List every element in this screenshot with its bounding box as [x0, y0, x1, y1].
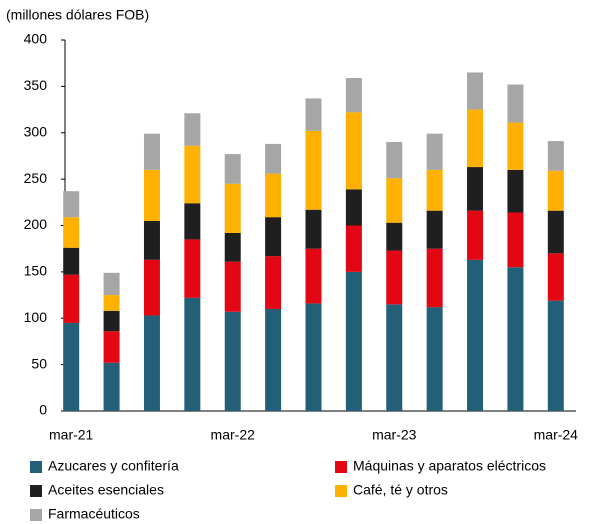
bar-segment — [143, 133, 160, 170]
y-tick-label: 350 — [24, 77, 48, 93]
bar-segment — [305, 98, 322, 131]
bar-segment — [143, 315, 160, 411]
bar-segment — [63, 191, 80, 218]
bar-segment — [143, 259, 160, 316]
bar-segment — [63, 217, 80, 248]
bar-segment — [345, 225, 362, 272]
bar-segment — [143, 169, 160, 221]
bar-segment — [507, 122, 524, 170]
bar-segment — [103, 310, 120, 332]
bar-segment — [184, 239, 201, 298]
bar-segment — [224, 154, 241, 184]
y-tick-label: 250 — [24, 170, 48, 186]
bar-segment — [224, 183, 241, 233]
bar-segment — [305, 303, 322, 411]
bar-segment — [143, 220, 160, 260]
bar-segment — [184, 297, 201, 411]
y-tick-label: 100 — [24, 309, 48, 325]
bar-segment — [305, 248, 322, 304]
legend-label: Azucares y confitería — [48, 458, 179, 474]
bar-segment — [507, 84, 524, 123]
bar-segment — [386, 178, 403, 223]
bar-segment — [426, 133, 443, 170]
bar-segment — [265, 217, 282, 257]
y-tick-label: 150 — [24, 263, 48, 279]
bar-segment — [265, 308, 282, 411]
bar-segment — [63, 247, 80, 275]
y-tick-label: 0 — [39, 402, 47, 418]
bar-segment — [224, 261, 241, 312]
bar-segment — [467, 72, 484, 110]
bar-segment — [547, 300, 564, 411]
legend-swatch — [30, 509, 42, 521]
y-tick-label: 200 — [24, 216, 48, 232]
x-tick-label: mar-22 — [211, 427, 256, 443]
bar-segment — [467, 109, 484, 168]
bar-segment — [426, 210, 443, 249]
bar-segment — [547, 253, 564, 301]
bar-segment — [386, 250, 403, 305]
bar-segment — [467, 210, 484, 260]
bar-segment — [386, 304, 403, 411]
y-tick-label: 50 — [31, 355, 47, 371]
bar-segment — [507, 169, 524, 213]
bar-segment — [224, 232, 241, 262]
y-tick-label: 300 — [24, 123, 48, 139]
chart-title: (millones dólares FOB) — [6, 7, 149, 23]
bar-segment — [305, 130, 322, 210]
legend-label: Máquinas y aparatos eléctricos — [353, 458, 546, 474]
bar-segment — [467, 167, 484, 211]
bar-segment — [345, 271, 362, 411]
bar-segment — [426, 169, 443, 211]
bar-segment — [345, 78, 362, 113]
bar-segment — [265, 173, 282, 218]
bar-segment — [103, 331, 120, 363]
bar-segment — [103, 295, 120, 311]
bar-segment — [426, 248, 443, 308]
bar-segment — [386, 142, 403, 179]
legend-swatch — [335, 485, 347, 497]
bar-segment — [265, 143, 282, 174]
x-tick-label: mar-21 — [49, 427, 94, 443]
bar-segment — [547, 141, 564, 171]
x-tick-label: mar-23 — [372, 427, 417, 443]
bar-segment — [507, 267, 524, 411]
bar-segment — [467, 259, 484, 411]
legend-swatch — [30, 461, 42, 473]
bar-segment — [547, 170, 564, 211]
bar-segment — [63, 322, 80, 411]
x-tick-label: mar-24 — [534, 427, 579, 443]
bar-segment — [184, 145, 201, 204]
bar-segment — [345, 112, 362, 190]
bar-segment — [184, 113, 201, 146]
legend-label: Farmacéuticos — [48, 506, 140, 522]
legend-swatch — [30, 485, 42, 497]
bar-segment — [426, 307, 443, 411]
bar-segment — [265, 256, 282, 309]
legend-label: Aceites esenciales — [48, 482, 164, 498]
y-tick-label: 400 — [24, 31, 48, 47]
bar-segment — [345, 189, 362, 226]
bar-segment — [224, 311, 241, 411]
bar-segment — [386, 222, 403, 251]
bar-segment — [184, 203, 201, 240]
bar-segment — [305, 209, 322, 249]
bar-segment — [63, 274, 80, 323]
legend-swatch — [335, 461, 347, 473]
bar-segment — [507, 212, 524, 268]
bar-segment — [547, 210, 564, 254]
legend-label: Café, té y otros — [353, 482, 448, 498]
bar-segment — [103, 362, 120, 411]
bar-segment — [103, 272, 120, 296]
